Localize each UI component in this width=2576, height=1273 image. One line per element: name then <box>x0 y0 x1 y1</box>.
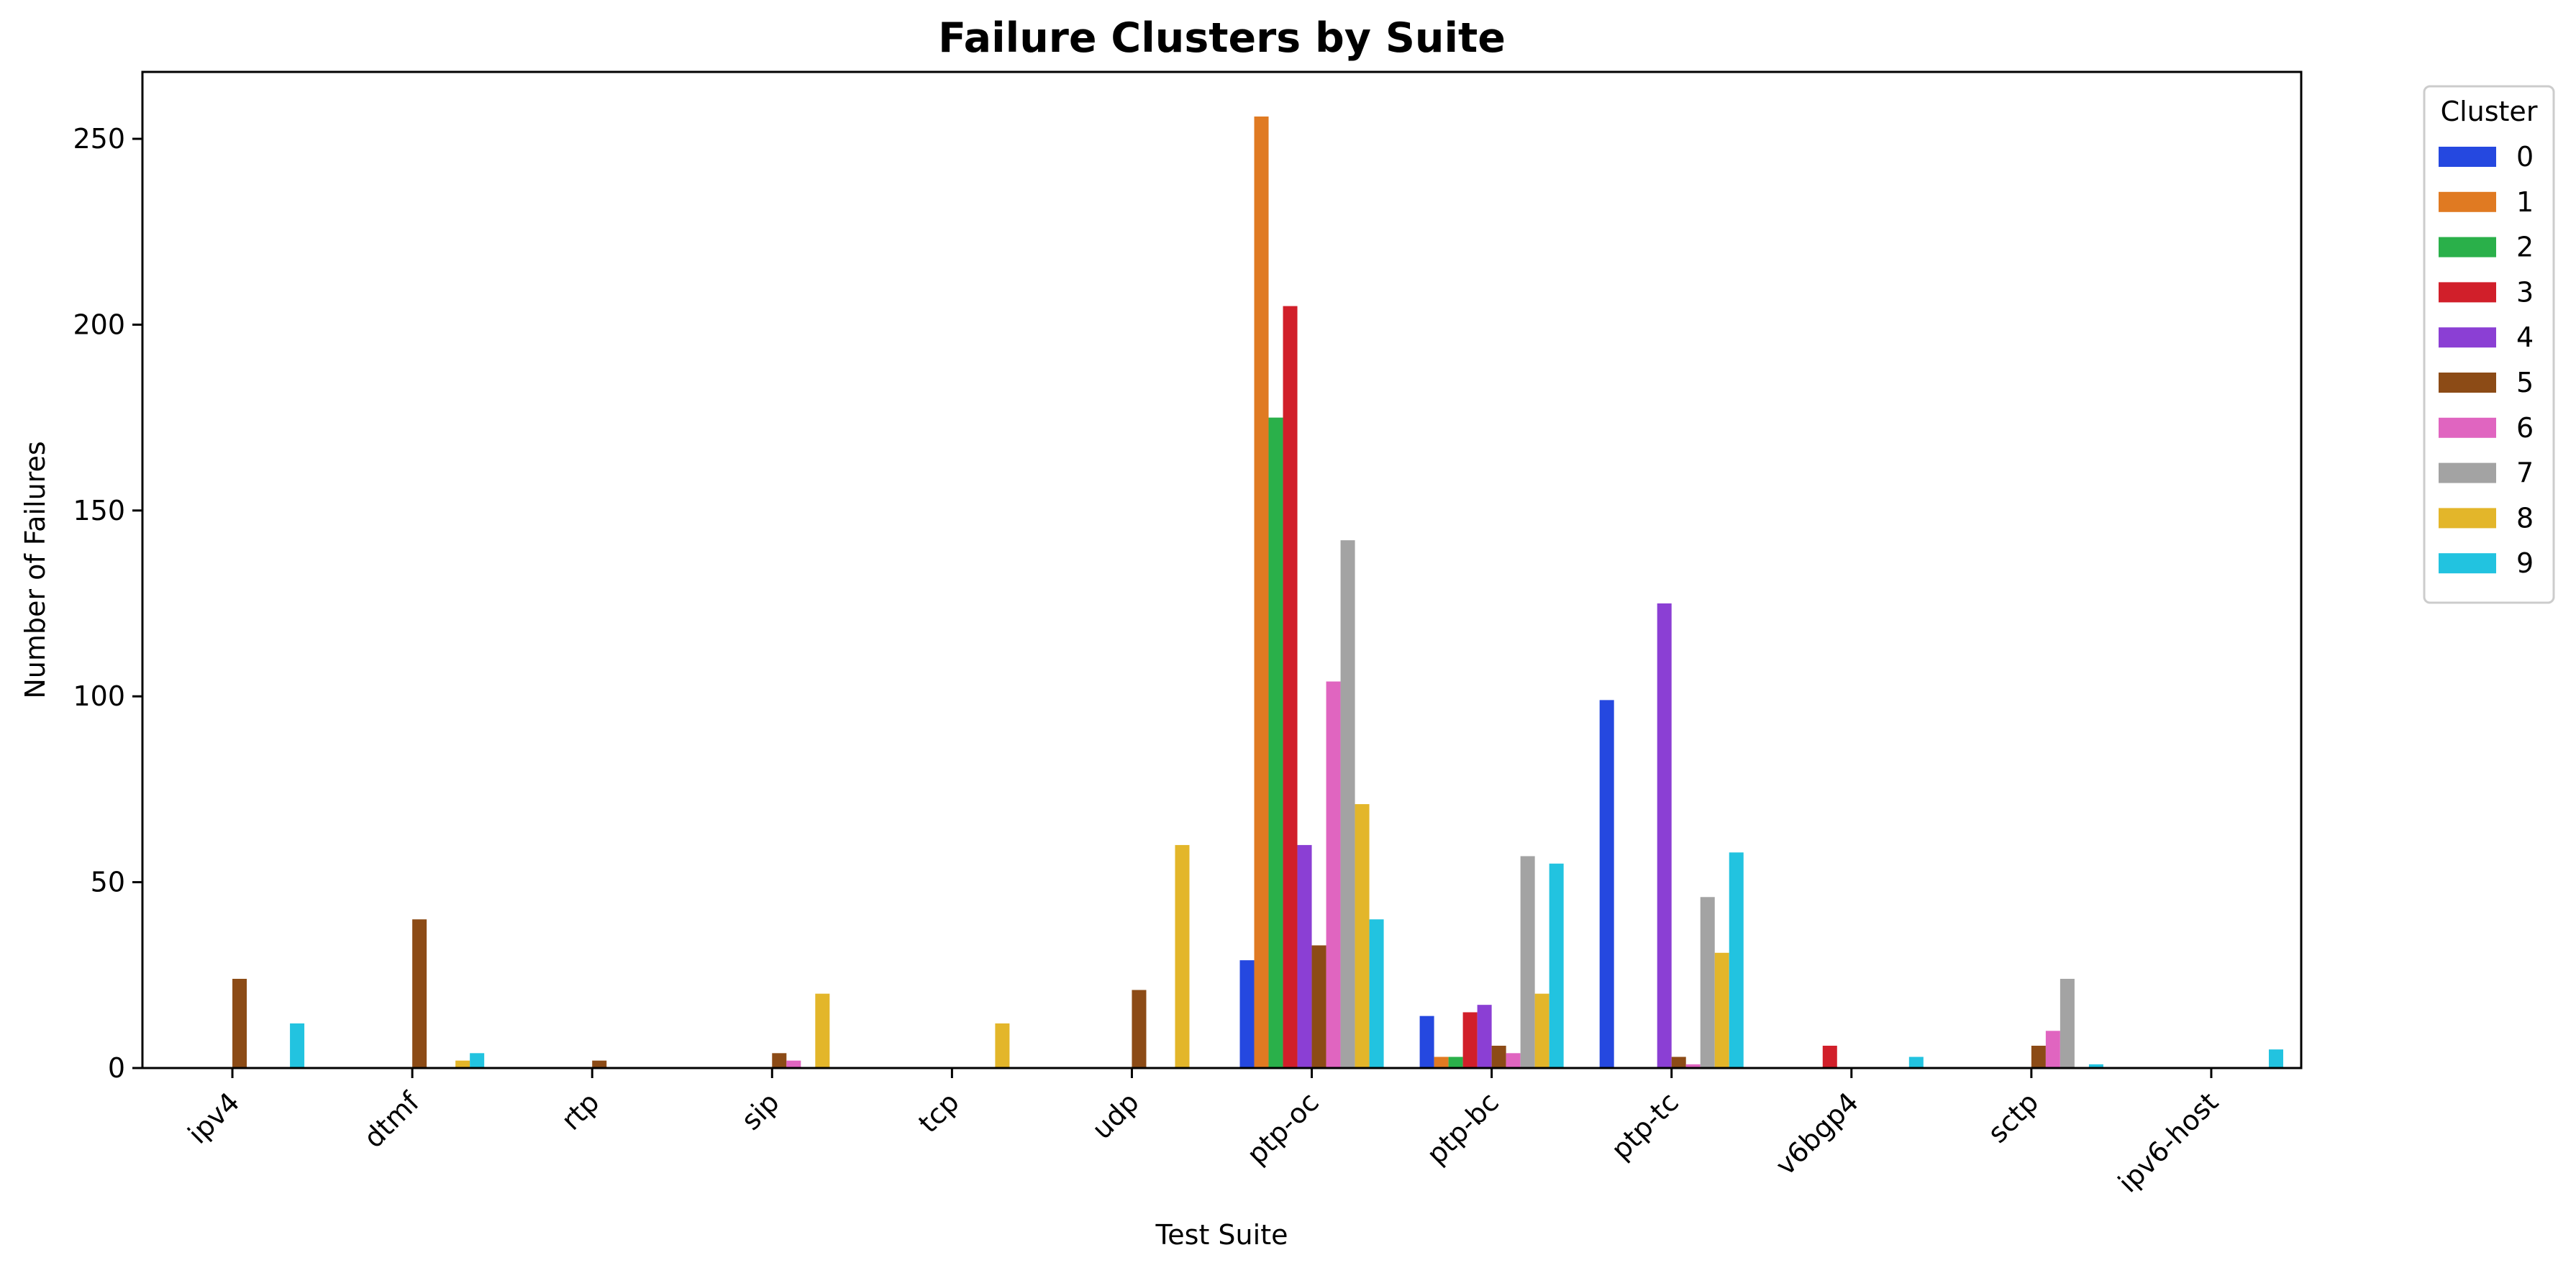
y-tick-label: 0 <box>108 1052 125 1084</box>
bar-cluster-9-ptp-bc <box>1549 863 1564 1068</box>
bar-cluster-7-ptp-bc <box>1520 856 1535 1068</box>
legend-label-2: 2 <box>2516 232 2534 263</box>
x-axis-label: Test Suite <box>1155 1219 1288 1251</box>
legend-label-5: 5 <box>2516 367 2534 398</box>
y-axis-label: Number of Failures <box>19 441 51 698</box>
y-tick-label: 150 <box>73 495 125 526</box>
legend-swatch-7 <box>2439 462 2496 483</box>
bar-cluster-2-ptp-bc <box>1448 1057 1463 1068</box>
bar-cluster-9-ptp-oc <box>1369 919 1384 1068</box>
bar-cluster-6-ptp-tc <box>1685 1064 1701 1068</box>
legend-swatch-8 <box>2439 508 2496 529</box>
bar-cluster-9-ipv6-host <box>2268 1049 2283 1068</box>
y-tick-label: 50 <box>91 867 125 898</box>
bar-cluster-5-dtmf <box>412 919 427 1068</box>
bar-cluster-0-ptp-oc <box>1239 960 1255 1068</box>
x-tick-label-sip: sip <box>735 1086 786 1136</box>
bar-cluster-9-v6bgp4 <box>1908 1057 1924 1068</box>
bar-cluster-4-ptp-tc <box>1657 603 1672 1068</box>
bar-cluster-3-ptp-bc <box>1462 1012 1478 1068</box>
bar-cluster-5-ptp-oc <box>1311 945 1326 1068</box>
chart-title: Failure Clusters by Suite <box>938 14 1506 62</box>
x-tick-label-udp: udp <box>1086 1086 1145 1145</box>
bar-cluster-8-ptp-tc <box>1714 952 1729 1068</box>
legend-label-9: 9 <box>2516 547 2534 579</box>
legend-label-1: 1 <box>2516 186 2534 218</box>
x-tick-label-tcp: tcp <box>912 1086 965 1139</box>
legend-label-8: 8 <box>2516 502 2534 534</box>
bar-cluster-6-sip <box>786 1060 801 1068</box>
bar-cluster-9-sctp <box>2088 1064 2103 1068</box>
bar-cluster-8-sip <box>815 993 830 1068</box>
bar-cluster-5-sctp <box>2031 1045 2046 1068</box>
bar-cluster-8-tcp <box>995 1023 1010 1068</box>
legend-swatch-5 <box>2439 373 2496 393</box>
bar-cluster-5-rtp <box>592 1060 607 1068</box>
bar-cluster-5-udp <box>1132 990 1147 1068</box>
bar-cluster-5-ptp-tc <box>1671 1057 1686 1068</box>
y-tick-label: 200 <box>73 309 125 340</box>
bar-cluster-8-dtmf <box>455 1060 470 1068</box>
x-tick-label-ptp-tc: ptp-tc <box>1605 1086 1685 1166</box>
legend-label-0: 0 <box>2516 141 2534 173</box>
y-tick-label: 250 <box>73 123 125 155</box>
x-tick-label-ipv6-host: ipv6-host <box>2112 1086 2224 1198</box>
x-tick-label-v6bgp4: v6bgp4 <box>1770 1086 1865 1181</box>
x-tick-label-ipv4: ipv4 <box>182 1086 246 1150</box>
axes: 0 50 100 150 200 250 ipv4 dtmf rtp sip tcp udp ptp-o… <box>73 123 2224 1199</box>
legend-title: Cluster <box>2441 96 2538 127</box>
legend-swatch-2 <box>2439 237 2496 257</box>
legend-swatch-6 <box>2439 417 2496 438</box>
bar-cluster-0-ptp-tc <box>1599 700 1614 1068</box>
bar-cluster-9-ptp-tc <box>1729 852 1744 1068</box>
bar-cluster-4-ptp-oc <box>1297 844 1312 1068</box>
bar-cluster-9-dtmf <box>470 1053 485 1068</box>
y-tick-label: 100 <box>73 680 125 712</box>
bar-cluster-8-ptp-oc <box>1355 804 1370 1068</box>
legend-label-4: 4 <box>2516 321 2534 353</box>
x-tick-label-rtp: rtp <box>555 1086 606 1136</box>
bar-cluster-1-ptp-oc <box>1254 117 1269 1068</box>
bar-cluster-2-ptp-oc <box>1268 417 1283 1068</box>
bar-cluster-6-ptp-oc <box>1326 681 1341 1068</box>
bar-cluster-1-ptp-bc <box>1434 1057 1449 1068</box>
bar-cluster-5-ptp-bc <box>1491 1045 1506 1068</box>
bar-cluster-8-udp <box>1175 844 1190 1068</box>
bar-cluster-5-sip <box>772 1053 787 1068</box>
bar-cluster-7-sctp <box>2060 978 2075 1068</box>
bar-cluster-3-ptp-oc <box>1283 306 1298 1069</box>
plot-frame <box>141 70 2303 1069</box>
bar-cluster-6-sctp <box>2045 1031 2060 1068</box>
bar-cluster-5-ipv4 <box>232 978 247 1068</box>
bar-cluster-6-ptp-bc <box>1506 1053 1521 1068</box>
bar-cluster-9-ipv4 <box>290 1023 305 1068</box>
x-tick-label-sctp: sctp <box>1982 1086 2044 1149</box>
legend-swatch-0 <box>2439 147 2496 167</box>
x-tick-label-ptp-oc: ptp-oc <box>1241 1086 1325 1170</box>
bar-cluster-0-ptp-bc <box>1419 1016 1434 1068</box>
legend-label-6: 6 <box>2516 412 2534 444</box>
bar-cluster-7-ptp-tc <box>1700 897 1715 1068</box>
legend-swatch-9 <box>2439 553 2496 574</box>
x-tick-label-dtmf: dtmf <box>358 1085 426 1154</box>
legend-swatch-1 <box>2439 191 2496 212</box>
legend-label-7: 7 <box>2516 457 2534 489</box>
bar-cluster-4-ptp-bc <box>1477 1005 1492 1068</box>
legend-swatch-4 <box>2439 327 2496 348</box>
legend: Cluster 0 1 2 3 4 5 6 7 8 9 <box>2423 85 2555 604</box>
bar-cluster-7-ptp-oc <box>1340 540 1355 1068</box>
legend-items: 0 1 2 3 4 5 6 7 8 9 <box>2439 141 2534 579</box>
bar-cluster-8-ptp-bc <box>1534 993 1549 1068</box>
x-tick-label-ptp-bc: ptp-bc <box>1421 1086 1505 1170</box>
bar-cluster-3-v6bgp4 <box>1822 1045 1837 1068</box>
legend-label-3: 3 <box>2516 276 2534 308</box>
plot-area <box>232 117 2283 1069</box>
legend-swatch-3 <box>2439 282 2496 303</box>
